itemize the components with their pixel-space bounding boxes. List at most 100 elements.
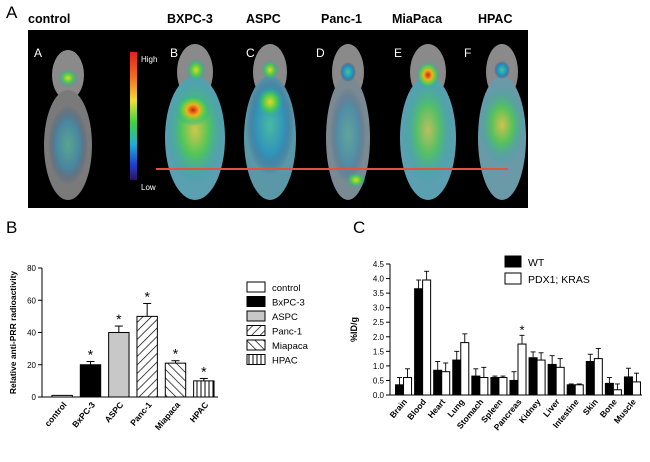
legend-swatch — [246, 296, 266, 307]
bar-panc-1 — [136, 315, 158, 398]
bar-stomach-wt — [471, 375, 481, 396]
x-tick-label: Panc-1 — [128, 400, 154, 428]
scan-sublabel-d: D — [316, 46, 325, 60]
significance-star: * — [116, 311, 122, 327]
legend-label: HPAC — [272, 356, 298, 367]
y-tick-label: 0 — [32, 393, 37, 402]
y-tick-label: 4.0 — [373, 275, 385, 284]
legend-swatch — [246, 354, 266, 365]
y-tick-label: 60 — [27, 296, 36, 305]
bar-stomach-pdx1-kras — [479, 377, 489, 396]
mouse-control — [44, 50, 92, 200]
scan-label-hpac: HPAC — [478, 12, 513, 26]
mouse-panc1 — [326, 44, 370, 200]
panel-c-legend: WT PDX1; KRAS — [504, 255, 590, 286]
x-tick-label: Skin — [581, 397, 600, 417]
scan-label-bxpc3: BXPC-3 — [167, 12, 213, 26]
y-axis-label: %ID/g — [349, 317, 359, 342]
significance-star: * — [519, 322, 524, 337]
x-tick-label: BxPC-3 — [70, 400, 97, 430]
bar-lung-pdx1-kras — [460, 342, 470, 396]
y-tick-label: 2.0 — [373, 333, 385, 342]
bar-skin-wt — [585, 361, 595, 396]
significance-star: * — [173, 346, 179, 362]
legend-label: Panc-1 — [272, 327, 302, 338]
x-tick-label: ASPC — [103, 400, 126, 425]
x-tick-label: Heart — [426, 397, 448, 420]
legend-label: BxPC-3 — [272, 298, 305, 309]
bar-spleen-wt — [490, 377, 500, 396]
bar-heart-wt — [433, 369, 443, 396]
bar-brain-pdx1-kras — [403, 377, 413, 396]
y-tick-label: 2.5 — [373, 318, 385, 327]
bar-bone-wt — [604, 382, 614, 396]
x-tick-label: control — [43, 400, 69, 428]
y-tick-label: 20 — [27, 361, 36, 370]
legend-swatch — [246, 281, 266, 293]
scan-label-control: control — [28, 12, 71, 26]
y-tick-label: 3.5 — [373, 289, 385, 298]
legend-label: ASPC — [272, 312, 298, 323]
bar-skin-pdx1-kras — [593, 358, 603, 396]
pet-ct-scan-image — [28, 30, 528, 208]
bar-heart-pdx1-kras — [441, 371, 451, 396]
y-tick-label: 3.0 — [373, 304, 385, 313]
y-tick-label: 80 — [27, 264, 36, 273]
bar-muscle-wt — [623, 376, 633, 396]
scan-label-panc1: Panc-1 — [321, 12, 362, 26]
scan-sublabel-f: F — [464, 46, 472, 60]
bar-liver-wt — [547, 363, 557, 396]
x-tick-label: HPAC — [188, 400, 211, 424]
legend-swatch — [246, 339, 266, 351]
y-tick-label: 1.0 — [373, 362, 385, 371]
panel-b-bar-chart: 0 20 40 60 80 Relative anti-PRR radioactivity… — [8, 264, 309, 432]
y-tick-label: 4.5 — [373, 260, 385, 269]
bar-pancreas-pdx1-kras — [517, 343, 527, 396]
legend-swatch — [246, 325, 266, 336]
intensity-color-scale — [130, 52, 137, 180]
legend-label: PDX1; KRAS — [528, 274, 590, 286]
scan-sublabel-b: B — [170, 46, 179, 60]
bar-miapaca — [164, 362, 187, 398]
significance-star: * — [144, 288, 150, 304]
panel-b-legend: control BxPC-3 ASPC Panc-1 Miapaca HPAC — [246, 281, 309, 367]
scale-low-label: Low — [141, 183, 156, 192]
legend-label: WT — [528, 257, 545, 269]
legend-label: control — [272, 283, 301, 294]
legend-swatch — [504, 272, 522, 285]
bar-control — [51, 394, 73, 398]
y-tick-label: 0.0 — [373, 391, 385, 400]
bar-kidney-pdx1-kras — [536, 359, 546, 396]
legend-swatch — [504, 255, 522, 268]
x-tick-label: Miapaca — [153, 400, 182, 432]
significance-star: * — [201, 363, 207, 379]
bar-aspc — [108, 332, 130, 398]
legend-label: Miapaca — [272, 341, 309, 352]
x-tick-label: Blood — [405, 397, 428, 422]
bar-kidney-wt — [528, 357, 538, 396]
bar-lung-wt — [452, 359, 462, 396]
scan-label-miapaca: MiaPaca — [392, 12, 443, 26]
y-tick-label: 0.5 — [373, 376, 385, 385]
scale-high-label: High — [141, 55, 158, 64]
bar-pancreas-wt — [509, 379, 519, 396]
bar-spleen-pdx1-kras — [498, 377, 508, 396]
y-tick-label: 1.5 — [373, 347, 385, 356]
y-tick-label: 40 — [27, 329, 36, 338]
bar-intestine-pdx1-kras — [574, 384, 584, 396]
bar-brain-wt — [395, 384, 405, 396]
bar-muscle-pdx1-kras — [631, 381, 641, 396]
bar-blood-pdx1-kras — [422, 279, 432, 396]
scan-sublabel-a: A — [34, 46, 43, 60]
y-axis-label: Relative anti-PRR radioactivity — [8, 271, 18, 395]
legend-swatch — [246, 310, 266, 322]
bar-blood-wt — [414, 288, 424, 396]
panel-c-bar-chart: 0.00.51.01.52.02.53.03.54.04.5%ID/gBrain… — [349, 255, 642, 432]
panel-b-letter: B — [6, 218, 18, 237]
bar-intestine-wt — [566, 384, 576, 396]
significance-star: * — [88, 347, 94, 363]
bar-hpac — [193, 380, 215, 398]
scan-label-aspc: ASPC — [246, 12, 281, 26]
bar-bxpc-3 — [79, 364, 102, 398]
panel-a-letter: A — [6, 3, 18, 22]
